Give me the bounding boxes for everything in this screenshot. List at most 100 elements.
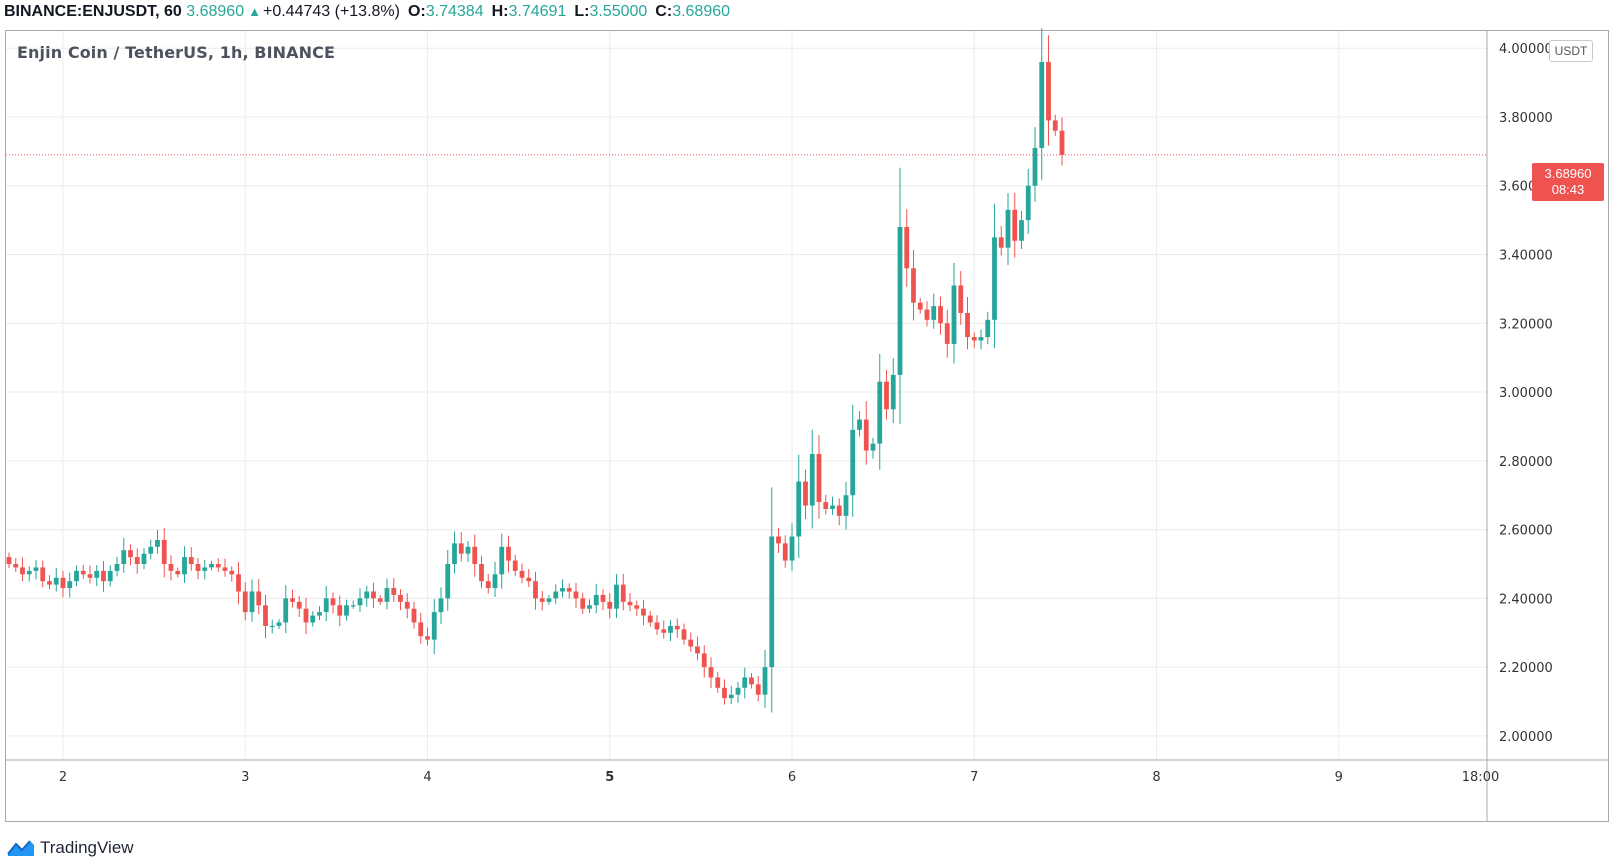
candle[interactable] xyxy=(371,582,376,609)
candle[interactable] xyxy=(40,560,46,588)
candle[interactable] xyxy=(526,568,532,588)
candle[interactable] xyxy=(283,585,289,634)
candle[interactable] xyxy=(951,262,957,364)
candle[interactable] xyxy=(593,583,599,614)
candle[interactable] xyxy=(175,567,181,578)
candle[interactable] xyxy=(560,579,565,598)
candle[interactable] xyxy=(944,309,950,358)
candle[interactable] xyxy=(897,167,903,425)
chart-frame[interactable] xyxy=(5,30,1609,822)
candle[interactable] xyxy=(384,578,390,610)
candle[interactable] xyxy=(512,554,518,577)
candle[interactable] xyxy=(971,332,977,348)
candle[interactable] xyxy=(661,620,667,639)
candle[interactable] xyxy=(141,548,147,570)
candle[interactable] xyxy=(627,593,633,612)
candle[interactable] xyxy=(296,595,302,617)
candle[interactable] xyxy=(755,675,761,702)
candle[interactable] xyxy=(641,600,646,626)
candle[interactable] xyxy=(364,585,370,607)
candle[interactable] xyxy=(863,401,869,465)
candle[interactable] xyxy=(668,620,673,642)
candle[interactable] xyxy=(978,329,984,350)
candle[interactable] xyxy=(425,627,430,646)
candle[interactable] xyxy=(762,649,768,708)
candle[interactable] xyxy=(377,595,383,605)
candle[interactable] xyxy=(890,358,896,424)
candle[interactable] xyxy=(452,531,457,574)
candle[interactable] xyxy=(269,619,275,634)
candle[interactable] xyxy=(917,298,923,314)
candle[interactable] xyxy=(1052,114,1058,136)
candle[interactable] xyxy=(47,575,52,590)
candle[interactable] xyxy=(242,582,248,621)
candle[interactable] xyxy=(148,539,154,560)
candle[interactable] xyxy=(202,560,208,580)
candle[interactable] xyxy=(600,589,606,611)
candle[interactable] xyxy=(728,685,734,704)
candle[interactable] xyxy=(94,565,100,587)
candle[interactable] xyxy=(418,612,424,644)
candle[interactable] xyxy=(776,527,781,553)
candle[interactable] xyxy=(938,296,943,335)
candle[interactable] xyxy=(431,599,437,655)
candle[interactable] xyxy=(715,671,721,693)
candle[interactable] xyxy=(1046,35,1051,146)
candle[interactable] xyxy=(290,589,295,608)
candle[interactable] xyxy=(310,611,316,627)
candle[interactable] xyxy=(209,560,214,571)
candle[interactable] xyxy=(479,555,484,589)
candle[interactable] xyxy=(911,250,916,321)
candle[interactable] xyxy=(1019,210,1024,250)
candle[interactable] xyxy=(701,645,707,678)
candle[interactable] xyxy=(101,561,106,592)
candle[interactable] xyxy=(188,547,194,571)
candle[interactable] xyxy=(553,584,559,604)
candle[interactable] xyxy=(445,549,451,611)
candle[interactable] xyxy=(1039,28,1045,180)
candle[interactable] xyxy=(877,353,883,470)
candle[interactable] xyxy=(404,593,410,619)
candle[interactable] xyxy=(688,632,694,653)
candle[interactable] xyxy=(857,411,862,437)
candle[interactable] xyxy=(53,567,59,592)
candle[interactable] xyxy=(843,481,849,530)
candle[interactable] xyxy=(344,599,349,621)
candle[interactable] xyxy=(992,203,997,349)
candle[interactable] xyxy=(884,370,889,420)
candle[interactable] xyxy=(546,595,552,605)
candle[interactable] xyxy=(796,454,802,558)
candle[interactable] xyxy=(350,600,356,609)
candle[interactable] xyxy=(472,534,478,577)
candle[interactable] xyxy=(870,437,876,459)
candle[interactable] xyxy=(985,311,991,345)
candle[interactable] xyxy=(26,566,32,582)
candle[interactable] xyxy=(580,592,586,614)
candle[interactable] xyxy=(708,657,714,689)
candle[interactable] xyxy=(182,546,187,583)
candle[interactable] xyxy=(1032,127,1038,202)
candle[interactable] xyxy=(317,606,322,621)
candle[interactable] xyxy=(114,556,120,577)
candle[interactable] xyxy=(398,589,403,611)
candle[interactable] xyxy=(573,582,579,609)
candle[interactable] xyxy=(492,561,498,598)
candle[interactable] xyxy=(411,601,417,629)
candle[interactable] xyxy=(539,590,545,611)
currency-badge[interactable]: USDT xyxy=(1549,40,1593,62)
candle[interactable] xyxy=(695,636,700,661)
candle[interactable] xyxy=(121,537,127,573)
candle[interactable] xyxy=(485,573,491,594)
candle[interactable] xyxy=(499,533,505,589)
candle[interactable] xyxy=(195,558,201,580)
candle[interactable] xyxy=(654,615,660,635)
candle[interactable] xyxy=(256,579,262,615)
candle[interactable] xyxy=(803,469,808,519)
candle[interactable] xyxy=(749,673,754,689)
candle[interactable] xyxy=(823,494,829,515)
candle[interactable] xyxy=(965,296,970,350)
candle[interactable] xyxy=(276,619,282,629)
candle[interactable] xyxy=(249,579,255,622)
candle[interactable] xyxy=(161,528,167,578)
